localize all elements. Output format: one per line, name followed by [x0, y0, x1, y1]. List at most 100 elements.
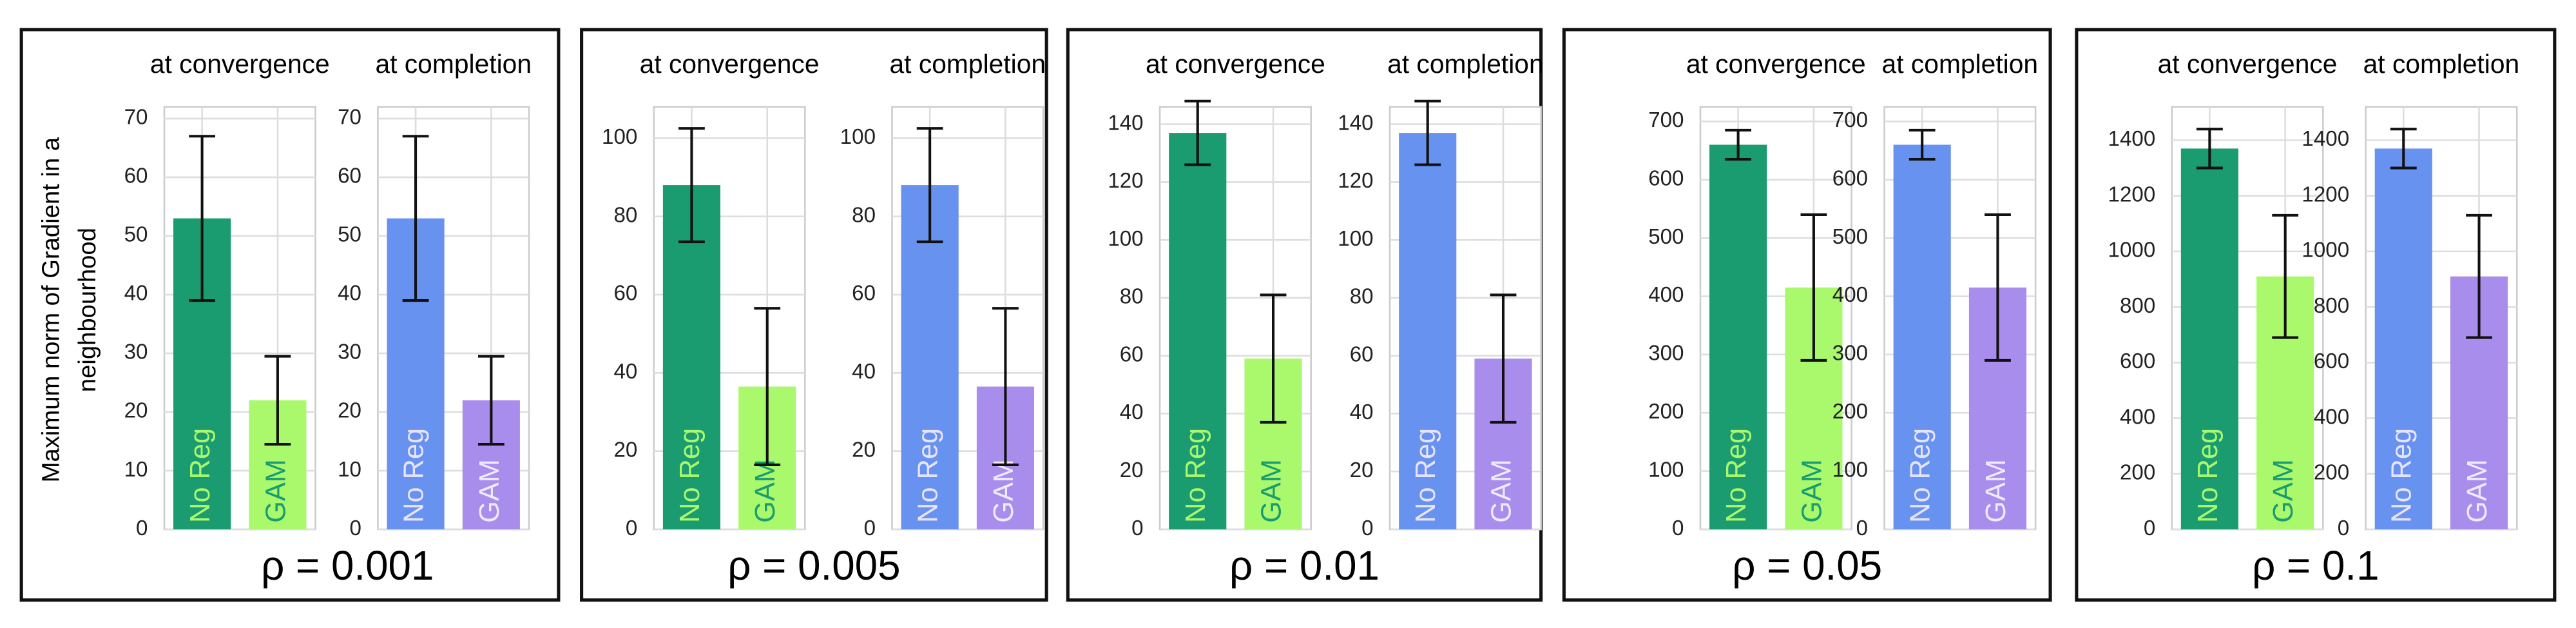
subplot-title: at convergence: [1686, 49, 1866, 79]
y-tick-label: 20: [1120, 458, 1144, 482]
bar: [1709, 144, 1767, 530]
y-tick-label: 0: [1131, 516, 1143, 540]
y-tick-label: 40: [338, 282, 361, 306]
bar: [1169, 133, 1227, 530]
y-axis-label: Maximum norm of Gradient in a: [37, 137, 65, 482]
bar-label: No Reg: [2387, 428, 2417, 523]
y-tick-label: 20: [852, 438, 876, 462]
y-tick-label: 0: [1672, 516, 1684, 540]
panel-label: ρ = 0.1: [2252, 542, 2379, 589]
y-tick-label: 60: [1350, 342, 1374, 366]
bar-label: GAM: [750, 459, 781, 523]
bar: [1399, 133, 1457, 530]
bar-label: No Reg: [1905, 428, 1936, 523]
y-tick-label: 600: [2120, 349, 2155, 373]
bar-label: No Reg: [675, 428, 706, 523]
y-tick-label: 0: [864, 516, 876, 540]
y-tick-label: 0: [2338, 516, 2349, 540]
y-tick-label: 40: [1120, 400, 1144, 424]
y-tick-label: 20: [1350, 458, 1374, 482]
panel-label: ρ = 0.005: [727, 542, 900, 589]
panel-frame: [580, 28, 1048, 602]
bar: [2374, 148, 2432, 530]
y-tick-label: 0: [1856, 516, 1868, 540]
y-tick-label: 40: [852, 360, 876, 384]
bar-label: No Reg: [1180, 428, 1211, 523]
bar-label: GAM: [2268, 459, 2299, 523]
y-tick-label: 10: [124, 458, 148, 482]
bar-label: GAM: [1256, 459, 1287, 523]
y-tick-label: 800: [2120, 294, 2155, 318]
bar-label: GAM: [2462, 459, 2493, 523]
y-tick-label: 50: [338, 223, 361, 247]
bar-label: No Reg: [913, 428, 944, 523]
y-axis-label: neighbourhood: [73, 228, 101, 392]
y-tick-label: 80: [1350, 285, 1374, 309]
y-tick-label: 100: [840, 125, 876, 149]
y-tick-label: 20: [338, 399, 361, 423]
y-tick-label: 300: [1648, 342, 1684, 366]
subplot-title: at completion: [375, 49, 532, 79]
y-tick-label: 200: [2314, 461, 2349, 485]
y-tick-label: 200: [1832, 400, 1868, 424]
y-tick-label: 1000: [2108, 239, 2156, 262]
bar-label: No Reg: [1410, 428, 1441, 523]
y-tick-label: 500: [1648, 225, 1684, 249]
panel-label: ρ = 0.01: [1229, 542, 1379, 589]
y-tick-label: 400: [2120, 405, 2155, 429]
y-tick-label: 1400: [2302, 127, 2349, 151]
y-tick-label: 40: [124, 282, 148, 306]
y-tick-label: 1200: [2302, 182, 2349, 206]
y-tick-label: 600: [1832, 166, 1868, 190]
bar-label: GAM: [1981, 459, 2012, 523]
y-tick-label: 100: [1832, 458, 1868, 482]
y-tick-label: 800: [2314, 294, 2349, 318]
y-tick-label: 400: [1648, 283, 1684, 307]
y-tick-label: 100: [1108, 227, 1143, 251]
y-tick-label: 30: [338, 340, 361, 364]
y-tick-label: 120: [1338, 169, 1373, 193]
bar: [2180, 148, 2238, 530]
bar: [1893, 144, 1951, 530]
y-tick-label: 0: [626, 516, 637, 540]
subplot-title: at completion: [2363, 49, 2520, 79]
y-tick-label: 80: [613, 203, 637, 227]
y-tick-label: 60: [124, 164, 148, 188]
y-tick-label: 700: [1832, 108, 1868, 132]
y-tick-label: 60: [613, 282, 637, 306]
y-tick-label: 1400: [2108, 127, 2156, 151]
subplot-title: at completion: [1882, 49, 2039, 79]
bar-label: GAM: [1796, 459, 1827, 523]
y-tick-label: 140: [1108, 111, 1143, 135]
y-tick-label: 400: [2314, 405, 2349, 429]
y-tick-label: 0: [136, 516, 148, 540]
subplot-title: at convergence: [150, 49, 330, 79]
y-tick-label: 20: [613, 438, 637, 462]
bar-label: GAM: [260, 459, 291, 523]
y-tick-label: 80: [852, 203, 876, 227]
y-tick-label: 1000: [2302, 239, 2349, 262]
y-tick-label: 140: [1338, 111, 1373, 135]
y-tick-label: 400: [1832, 283, 1868, 307]
y-tick-label: 700: [1648, 108, 1684, 132]
subplot-title: at convergence: [640, 49, 820, 79]
panel-frame: [2075, 28, 2557, 602]
panel-frame: [1562, 28, 2052, 602]
y-tick-label: 60: [852, 282, 876, 306]
bar-label: GAM: [988, 459, 1019, 523]
y-tick-label: 0: [1361, 516, 1373, 540]
panel-label: ρ = 0.001: [261, 542, 434, 589]
subplot-title: at completion: [1387, 49, 1544, 79]
y-tick-label: 30: [124, 340, 148, 364]
bar-label: No Reg: [2193, 428, 2224, 523]
y-tick-label: 80: [1120, 285, 1144, 309]
y-tick-label: 40: [613, 360, 637, 384]
y-tick-label: 70: [338, 106, 361, 130]
y-tick-label: 600: [2314, 349, 2349, 373]
bar-label: No Reg: [1721, 428, 1752, 523]
y-tick-label: 200: [2120, 461, 2155, 485]
subplot-title: at completion: [890, 49, 1046, 79]
y-tick-label: 0: [2144, 516, 2155, 540]
y-tick-label: 40: [1350, 400, 1374, 424]
y-tick-label: 500: [1832, 225, 1868, 249]
